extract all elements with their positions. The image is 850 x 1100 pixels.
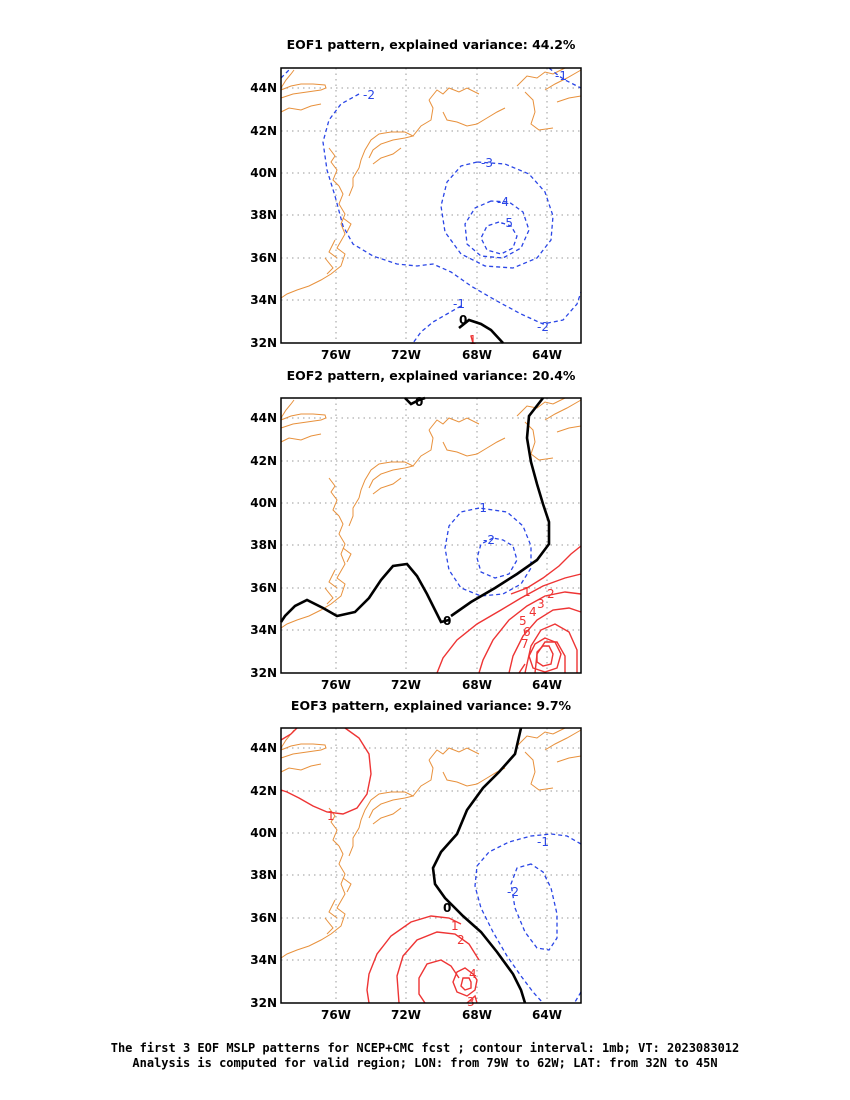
contour-label: 4 — [469, 967, 477, 981]
eof2-grid — [281, 398, 581, 673]
contour-label: 0 — [415, 395, 423, 409]
lat-tick-label: 34N — [250, 293, 277, 307]
lon-tick-label: 64W — [532, 1008, 562, 1022]
contour-label: -2 — [507, 885, 519, 899]
eof1-contour-labels: -2 -1 -3 -4 -5 -1 -2 0 1 — [363, 69, 567, 347]
contour-label: -2 — [363, 88, 375, 102]
eof1-lat-ticks: 44N 42N 40N 38N 36N 34N 32N — [250, 81, 277, 350]
lat-tick-label: 40N — [250, 826, 277, 840]
eof2-contour-labels: 0 -1 -2 0 1 2 3 4 5 6 7 — [415, 395, 555, 651]
contour-label: -1 — [537, 835, 549, 849]
lat-tick-label: 38N — [250, 208, 277, 222]
eof2-lon-ticks: 76W 72W 68W 64W — [321, 678, 562, 692]
eof3-coastline — [280, 727, 582, 959]
lon-tick-label: 76W — [321, 678, 351, 692]
eof2-negative-contours — [444, 507, 532, 597]
contour-label: 2 — [547, 587, 555, 601]
contour-label: 6 — [523, 625, 531, 639]
lat-tick-label: 38N — [250, 538, 277, 552]
eof2-frame — [280, 397, 582, 674]
eof1-zero-line — [458, 318, 504, 344]
contour-label: -1 — [453, 297, 465, 311]
contour-label: 1 — [523, 585, 531, 599]
contour-label: 0 — [443, 901, 451, 915]
eof2-title: EOF2 pattern, explained variance: 20.4% — [287, 368, 576, 383]
lat-tick-label: 32N — [250, 996, 277, 1010]
eof3-frame — [280, 727, 582, 1004]
contour-label: 5 — [519, 614, 527, 628]
contour-label: 4 — [529, 605, 537, 619]
footer-line-2: Analysis is computed for valid region; L… — [132, 1056, 717, 1070]
contour-label: -5 — [501, 216, 513, 230]
eof3-title: EOF3 pattern, explained variance: 9.7% — [291, 698, 572, 713]
eof3-lat-ticks: 44N 42N 40N 38N 36N 34N 32N — [250, 741, 277, 1010]
eof3-lon-ticks: 76W 72W 68W 64W — [321, 1008, 562, 1022]
lat-tick-label: 36N — [250, 911, 277, 925]
lat-tick-label: 32N — [250, 666, 277, 680]
lon-tick-label: 68W — [462, 1008, 492, 1022]
contour-label: 3 — [537, 597, 545, 611]
lon-tick-label: 72W — [391, 1008, 421, 1022]
lat-tick-label: 42N — [250, 454, 277, 468]
eof3-positive-contours — [280, 727, 480, 1004]
lat-tick-label: 34N — [250, 953, 277, 967]
lon-tick-label: 76W — [321, 1008, 351, 1022]
eof1-coastline — [280, 67, 582, 299]
eof1-title: EOF1 pattern, explained variance: 44.2% — [287, 37, 576, 52]
lon-tick-label: 72W — [391, 348, 421, 362]
eof1-frame — [280, 67, 582, 344]
lon-tick-label: 64W — [532, 678, 562, 692]
eof1-positive-line — [470, 335, 474, 344]
lon-tick-label: 68W — [462, 678, 492, 692]
contour-label: -2 — [537, 320, 549, 334]
lat-tick-label: 44N — [250, 411, 277, 425]
eof3-zero-line — [431, 727, 527, 1004]
eof2-lat-ticks: 44N 42N 40N 38N 36N 34N 32N — [250, 411, 277, 680]
footer-line-1: The first 3 EOF MSLP patterns for NCEP+C… — [111, 1041, 740, 1055]
contour-label: 7 — [521, 637, 529, 651]
lat-tick-label: 44N — [250, 741, 277, 755]
eof1-panel: EOF1 pattern, explained variance: 44.2% — [250, 37, 582, 362]
lon-tick-label: 76W — [321, 348, 351, 362]
eof3-panel: EOF3 pattern, explained variance: 9.7% — [250, 698, 582, 1022]
lat-tick-label: 42N — [250, 124, 277, 138]
contour-label: -2 — [483, 533, 495, 547]
contour-label: 2 — [457, 933, 465, 947]
contour-label: -3 — [481, 156, 493, 170]
eof2-positive-contours — [436, 545, 582, 674]
lat-tick-label: 44N — [250, 81, 277, 95]
eof1-lon-ticks: 76W 72W 68W 64W — [321, 348, 562, 362]
contour-label: 3 — [467, 995, 475, 1009]
lat-tick-label: 36N — [250, 251, 277, 265]
lon-tick-label: 64W — [532, 348, 562, 362]
eof1-grid — [281, 68, 581, 343]
contour-label: 1 — [327, 809, 335, 823]
contour-label: -4 — [497, 195, 509, 209]
lon-tick-label: 72W — [391, 678, 421, 692]
contour-label: -1 — [475, 501, 487, 515]
contour-label: 1 — [451, 919, 459, 933]
lon-tick-label: 68W — [462, 348, 492, 362]
lat-tick-label: 40N — [250, 166, 277, 180]
lat-tick-label: 32N — [250, 336, 277, 350]
contour-label: 0 — [443, 614, 451, 628]
lat-tick-label: 42N — [250, 784, 277, 798]
eof1-contours — [280, 67, 582, 344]
eof3-grid — [281, 728, 581, 1003]
lat-tick-label: 40N — [250, 496, 277, 510]
eof2-zero-lines — [279, 396, 551, 624]
eof3-negative-contours — [474, 833, 582, 1004]
lat-tick-label: 34N — [250, 623, 277, 637]
contour-label: 1 — [469, 333, 477, 347]
eof2-coastline — [280, 397, 582, 629]
eof3-contour-labels: 1 -1 -2 0 1 2 4 3 — [327, 809, 549, 1009]
lat-tick-label: 36N — [250, 581, 277, 595]
eof2-panel: EOF2 pattern, explained variance: 20.4% — [250, 368, 582, 692]
lat-tick-label: 38N — [250, 868, 277, 882]
contour-label: 0 — [459, 313, 467, 327]
contour-label: -1 — [555, 69, 567, 83]
